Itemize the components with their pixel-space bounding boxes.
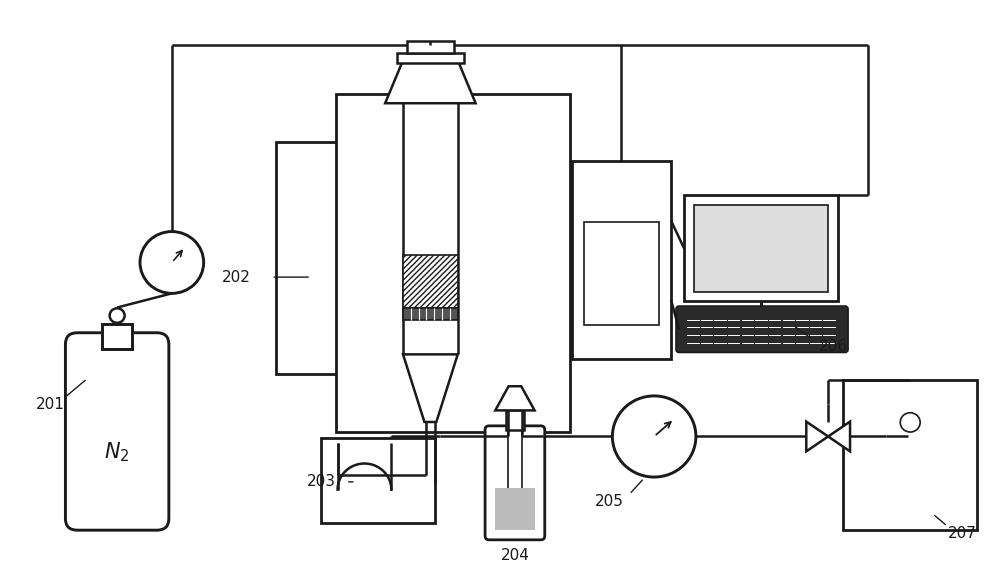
Bar bbox=[276, 142, 386, 374]
Text: 205: 205 bbox=[595, 494, 624, 509]
Bar bbox=[403, 308, 458, 320]
Bar bbox=[495, 488, 535, 530]
Text: 201: 201 bbox=[36, 397, 65, 412]
Text: 202: 202 bbox=[222, 270, 251, 285]
Bar bbox=[403, 255, 458, 308]
Bar bbox=[102, 324, 132, 349]
Polygon shape bbox=[403, 354, 458, 422]
Text: 203: 203 bbox=[307, 474, 336, 490]
Bar bbox=[397, 53, 464, 63]
Bar bbox=[684, 195, 838, 301]
Circle shape bbox=[612, 396, 696, 477]
Bar bbox=[336, 94, 570, 431]
Polygon shape bbox=[828, 422, 850, 451]
Polygon shape bbox=[495, 386, 535, 411]
Bar bbox=[843, 381, 977, 530]
Bar bbox=[694, 205, 828, 292]
FancyBboxPatch shape bbox=[676, 306, 848, 352]
FancyBboxPatch shape bbox=[485, 426, 545, 540]
Text: $N_2$: $N_2$ bbox=[104, 440, 130, 464]
Circle shape bbox=[110, 309, 125, 323]
Bar bbox=[407, 41, 454, 53]
Bar bbox=[584, 222, 659, 325]
Bar bbox=[572, 161, 671, 359]
Text: 207: 207 bbox=[948, 526, 977, 540]
FancyBboxPatch shape bbox=[65, 333, 169, 530]
Polygon shape bbox=[806, 422, 828, 451]
Bar bbox=[506, 411, 524, 430]
Circle shape bbox=[900, 413, 920, 432]
Bar bbox=[321, 438, 435, 523]
Circle shape bbox=[140, 232, 204, 293]
Text: 206: 206 bbox=[819, 339, 848, 354]
Polygon shape bbox=[385, 63, 476, 103]
Text: 204: 204 bbox=[500, 548, 529, 563]
